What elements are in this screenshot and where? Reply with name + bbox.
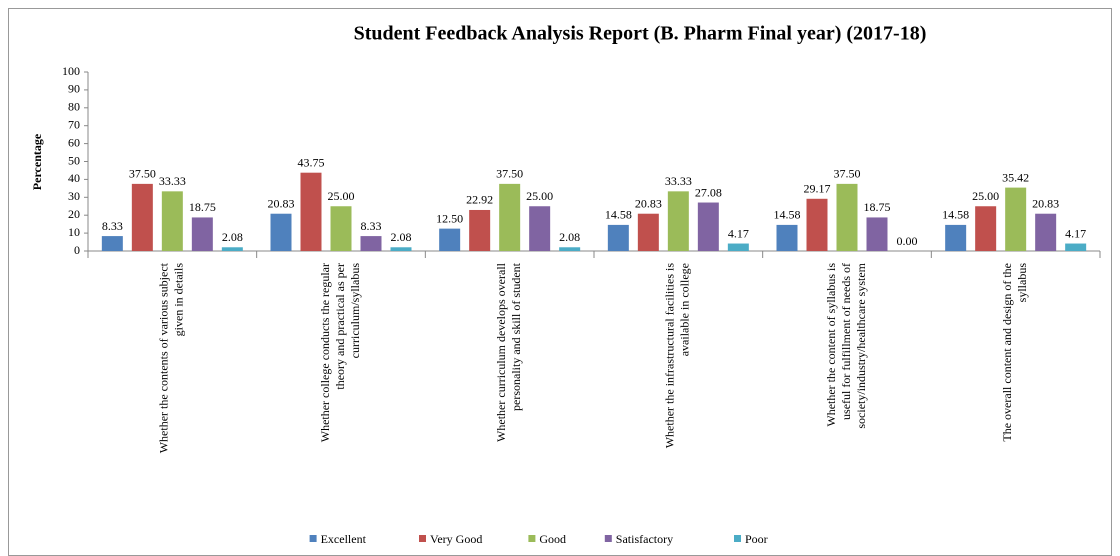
bar [101, 236, 123, 251]
bar [439, 228, 461, 251]
legend-swatch [734, 535, 741, 542]
bar [360, 236, 382, 251]
bar [637, 213, 659, 251]
data-label: 33.33 [665, 174, 692, 188]
bar [727, 243, 749, 251]
x-tick-label: useful for fulfillment of needs of [839, 263, 853, 420]
x-tick-label: curriculum/syllabus [348, 263, 362, 359]
data-label: 8.33 [102, 219, 123, 233]
x-tick-label: Whether the content of syllabus is [824, 263, 838, 427]
legend-swatch [419, 535, 426, 542]
bar [330, 206, 352, 251]
x-tick-label: Whether the contents of various subject [157, 262, 171, 453]
data-label: 20.83 [1032, 196, 1059, 210]
bar [607, 224, 629, 251]
bar [667, 191, 689, 251]
chart-title: Student Feedback Analysis Report (B. Pha… [354, 23, 927, 45]
bar [975, 206, 997, 251]
y-tick-label: 40 [68, 171, 80, 185]
x-tick-label: Whether the infrastructural facilities i… [663, 263, 677, 449]
data-label: 27.08 [695, 185, 722, 199]
bar [1005, 187, 1027, 251]
legend-swatch [528, 535, 536, 542]
bar [529, 206, 551, 251]
x-tick-label: Whether college conducts the regular [318, 263, 332, 442]
x-tick-label: The overall content and design of the [1000, 263, 1014, 442]
data-label: 35.42 [1002, 170, 1029, 184]
data-label: 43.75 [298, 155, 325, 169]
data-label: 8.33 [361, 219, 382, 233]
y-tick-label: 20 [68, 207, 80, 221]
data-label: 4.17 [728, 226, 749, 240]
y-tick-label: 100 [62, 64, 80, 78]
bar [559, 247, 581, 251]
legend-label: Poor [745, 532, 768, 546]
data-label: 2.08 [391, 230, 412, 244]
data-label: 25.00 [526, 189, 553, 203]
bar [270, 213, 292, 251]
data-label: 37.50 [496, 167, 523, 181]
data-label: 22.92 [466, 193, 493, 207]
legend-swatch [604, 535, 612, 542]
bar [866, 217, 888, 251]
data-label: 14.58 [774, 208, 801, 222]
x-tick-label: theory and practical as per [333, 263, 347, 390]
legend-swatch [309, 535, 317, 542]
y-axis-label: Percentage [30, 133, 44, 190]
data-label: 18.75 [864, 200, 891, 214]
data-label: 4.17 [1065, 226, 1086, 240]
bar [697, 202, 719, 251]
data-label: 0.00 [897, 234, 918, 248]
data-label: 18.75 [189, 200, 216, 214]
bar [221, 247, 243, 251]
legend-label: Satisfactory [616, 532, 673, 546]
x-tick-label: syllabus [1015, 263, 1029, 303]
data-label: 25.00 [972, 189, 999, 203]
data-label: 14.58 [605, 208, 632, 222]
bar [1035, 213, 1057, 251]
bar [1065, 243, 1087, 251]
y-tick-label: 80 [68, 100, 80, 114]
data-label: 2.08 [559, 230, 580, 244]
bar [836, 183, 858, 251]
data-label: 29.17 [804, 182, 831, 196]
data-label: 14.58 [942, 208, 969, 222]
x-tick-label: personality and skill of student [509, 262, 523, 411]
y-tick-label: 0 [74, 243, 80, 257]
data-label: 25.00 [328, 189, 355, 203]
bar [776, 224, 798, 251]
legend-label: Good [539, 532, 566, 546]
data-label: 33.33 [159, 174, 186, 188]
data-label: 12.50 [436, 211, 463, 225]
bar [806, 198, 828, 251]
bar [945, 224, 967, 251]
x-tick-label: Whether curriculum develops overall [494, 262, 508, 442]
bar [499, 183, 521, 251]
legend-label: Excellent [321, 532, 367, 546]
data-label: 2.08 [222, 230, 243, 244]
chart-border [8, 8, 1112, 556]
y-tick-label: 60 [68, 135, 80, 149]
x-tick-label: society/industry/healthcare system [854, 262, 868, 428]
data-label: 37.50 [129, 167, 156, 181]
bar [191, 217, 213, 251]
y-tick-label: 90 [68, 82, 80, 96]
bar [131, 183, 153, 251]
data-label: 20.83 [268, 196, 295, 210]
y-tick-label: 70 [68, 117, 80, 131]
bar [300, 172, 322, 251]
bar [390, 247, 412, 251]
data-label: 20.83 [635, 196, 662, 210]
y-tick-label: 10 [68, 225, 80, 239]
bar [469, 209, 491, 251]
legend-label: Very Good [430, 532, 482, 546]
y-tick-label: 30 [68, 189, 80, 203]
y-tick-label: 50 [68, 153, 80, 167]
bar [161, 191, 183, 251]
x-tick-label: given in details [172, 263, 186, 337]
data-label: 37.50 [834, 167, 861, 181]
x-tick-label: available in college [678, 263, 692, 356]
